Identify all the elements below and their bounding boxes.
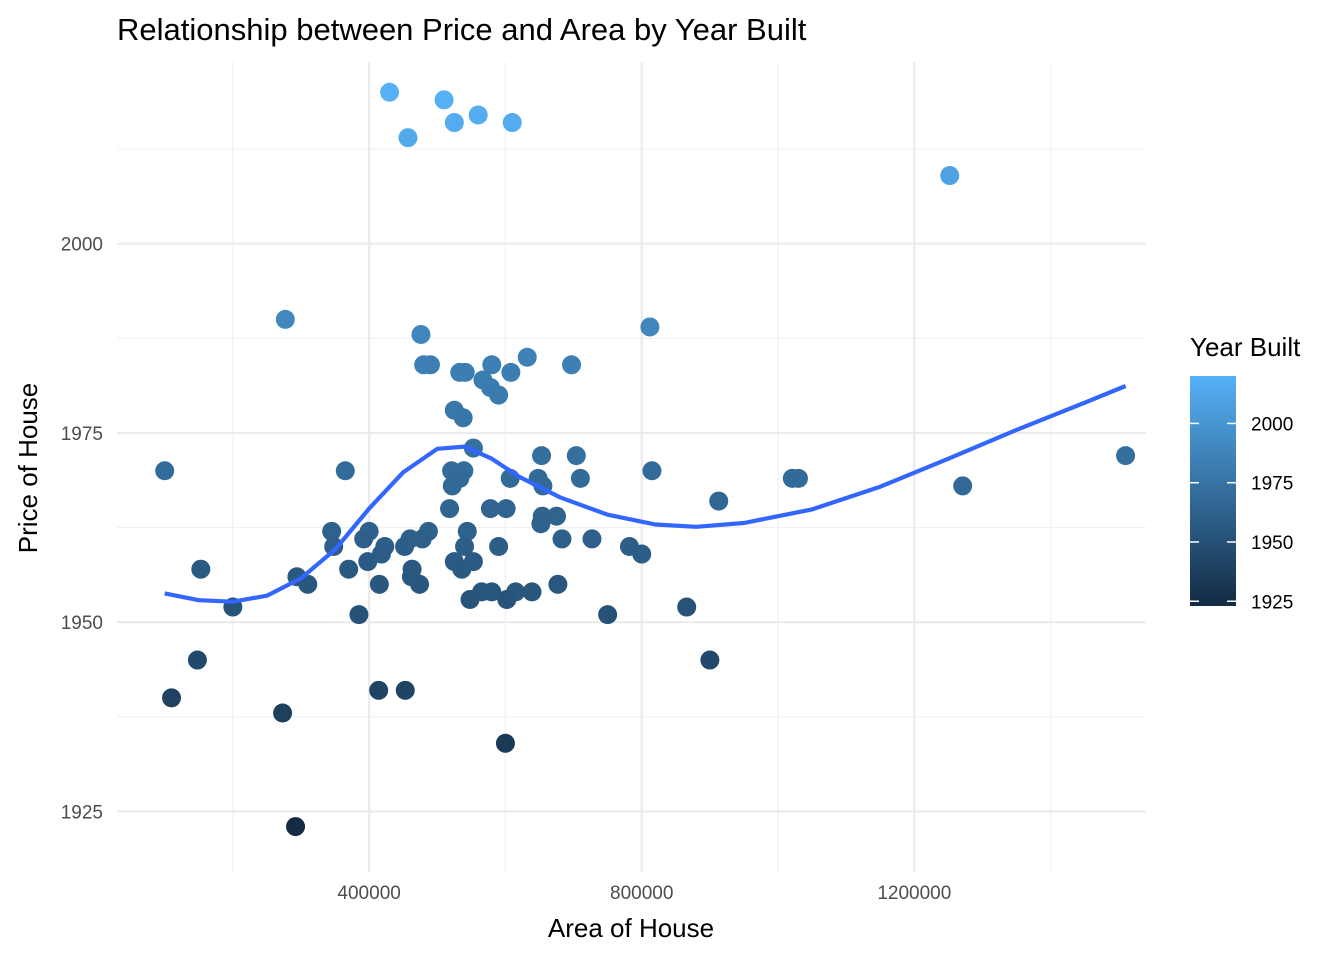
data-point <box>286 817 306 837</box>
x-axis-title: Area of House <box>548 913 714 943</box>
data-point <box>380 82 400 102</box>
legend-tick-label: 1925 <box>1251 592 1293 613</box>
chart-title: Relationship between Price and Area by Y… <box>117 12 807 47</box>
data-point <box>480 499 500 519</box>
data-point <box>411 325 431 345</box>
data-point <box>452 559 472 579</box>
data-point <box>552 529 572 549</box>
smooth-line-path <box>164 384 1127 604</box>
data-point <box>482 582 502 602</box>
data-point <box>532 446 552 466</box>
data-point <box>582 529 602 549</box>
data-point <box>369 680 389 700</box>
legend-tick-label: 1975 <box>1251 474 1293 495</box>
y-axis-tick-labels: 1925 1950 1975 2000 <box>61 235 103 824</box>
grid-lines <box>117 62 1146 872</box>
data-point <box>570 468 590 488</box>
data-point <box>632 544 652 564</box>
data-point <box>412 529 432 549</box>
x-tick-label: 1200000 <box>877 883 951 904</box>
data-point <box>517 347 537 367</box>
legend-tick-label: 2000 <box>1251 414 1293 435</box>
data-point <box>940 166 960 186</box>
data-point <box>434 90 454 110</box>
data-point <box>398 128 418 148</box>
data-point <box>502 113 522 133</box>
data-point <box>547 506 567 526</box>
data-point <box>531 514 551 534</box>
data-point <box>420 355 440 375</box>
color-legend: Year Built 1925 1950 1975 2000 <box>1190 332 1301 613</box>
data-point <box>395 536 415 556</box>
data-point <box>275 309 295 329</box>
y-tick-label: 1925 <box>61 802 103 823</box>
legend-ticks: 1925 1950 1975 2000 <box>1190 414 1293 613</box>
data-point <box>489 536 509 556</box>
data-point <box>700 650 720 670</box>
data-point <box>335 461 355 481</box>
data-point <box>497 589 517 609</box>
data-point <box>440 499 460 519</box>
legend-tick-label: 1950 <box>1251 533 1293 554</box>
y-tick-label: 1975 <box>61 424 103 445</box>
x-axis-tick-labels: 400000 800000 1200000 <box>337 883 951 904</box>
data-point <box>410 574 430 594</box>
data-point <box>496 499 516 519</box>
data-point <box>349 605 369 625</box>
data-point <box>322 521 342 541</box>
data-point <box>709 491 729 511</box>
data-point <box>339 559 359 579</box>
data-point <box>455 536 475 556</box>
legend-colorbar <box>1190 376 1236 606</box>
y-tick-label: 1950 <box>61 613 103 634</box>
data-point <box>457 521 477 541</box>
data-point <box>395 680 415 700</box>
data-point <box>566 446 586 466</box>
data-point <box>298 574 318 594</box>
data-point <box>444 113 464 133</box>
data-point <box>453 408 473 428</box>
y-axis-title: Price of House <box>13 383 43 554</box>
data-point <box>640 317 660 337</box>
data-point <box>642 461 662 481</box>
data-point <box>191 559 211 579</box>
data-point <box>162 688 182 708</box>
data-point <box>442 476 462 496</box>
data-point <box>358 552 378 572</box>
x-tick-label: 800000 <box>610 883 673 904</box>
data-point <box>495 733 515 753</box>
data-point <box>562 355 582 375</box>
data-point <box>455 362 475 382</box>
data-point <box>460 589 480 609</box>
data-point <box>548 574 568 594</box>
data-point <box>788 468 808 488</box>
data-point <box>501 362 521 382</box>
data-point <box>324 536 344 556</box>
data-point <box>369 574 389 594</box>
data-point <box>482 355 502 375</box>
data-point <box>273 703 293 723</box>
y-tick-label: 2000 <box>61 235 103 256</box>
data-point <box>1116 446 1136 466</box>
x-tick-label: 400000 <box>337 883 400 904</box>
data-point <box>187 650 207 670</box>
legend-title: Year Built <box>1190 332 1301 362</box>
data-point <box>677 597 697 617</box>
data-point <box>953 476 973 496</box>
smooth-trend-line <box>164 384 1127 604</box>
data-point <box>598 605 618 625</box>
data-point <box>354 529 374 549</box>
data-point <box>155 461 175 481</box>
data-point <box>522 582 542 602</box>
data-points <box>155 82 1136 837</box>
data-point <box>468 105 488 125</box>
data-point <box>489 385 509 405</box>
